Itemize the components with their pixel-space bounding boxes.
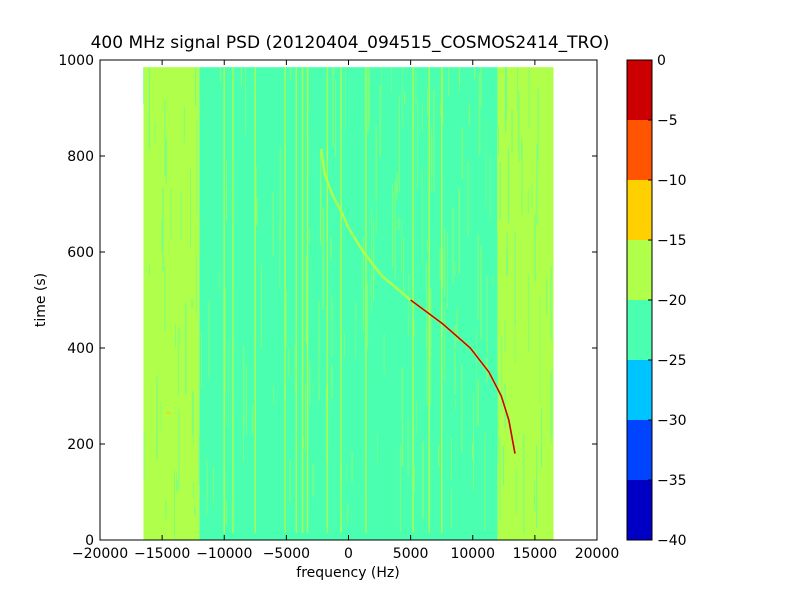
y-tick-label: 0 <box>85 533 94 549</box>
colorbar-band-0 <box>627 60 652 120</box>
colorbar-tick-label: −25 <box>657 353 687 369</box>
colorbar-band-1 <box>627 120 652 180</box>
y-tick-label: 1000 <box>58 53 94 69</box>
doppler-trace <box>410 299 516 454</box>
y-tick-label: 600 <box>67 245 94 261</box>
chart-title: 400 MHz signal PSD (20120404_094515_COSM… <box>91 33 610 53</box>
x-tick-label: 0 <box>344 546 353 562</box>
y-tick-label: 200 <box>67 437 94 453</box>
x-tick-label: −5000 <box>263 546 310 562</box>
x-tick-label: −20000 <box>72 546 128 562</box>
colorbar-tick-label: −40 <box>657 533 687 549</box>
colorbar-band-6 <box>627 420 652 480</box>
colorbar-band-4 <box>627 300 652 360</box>
colorbar-band-2 <box>627 180 652 240</box>
x-tick-label: −15000 <box>134 546 190 562</box>
colorbar-band-3 <box>627 240 652 300</box>
colorbar-tick-label: −15 <box>657 233 687 249</box>
colorbar-tick-label: −35 <box>657 473 687 489</box>
heatmap-band-1 <box>199 67 498 540</box>
x-tick-label: 20000 <box>575 546 620 562</box>
x-tick-label: 10000 <box>450 546 495 562</box>
y-tick-label: 800 <box>67 149 94 165</box>
vertical-lines <box>223 67 443 533</box>
colorbar-band-7 <box>627 480 652 540</box>
x-tick-label: −10000 <box>196 546 252 562</box>
y-tick-label: 400 <box>67 341 94 357</box>
heatmap-band-0 <box>143 67 200 540</box>
colorbar-tick-label: −10 <box>657 173 687 189</box>
x-axis-label: frequency (Hz) <box>296 565 399 581</box>
colorbar-tick-label: −5 <box>657 113 678 129</box>
heatmap-texture <box>143 67 553 540</box>
x-axis: −20000 −15000 −10000 −5000 0 5000 10000 15000 20… <box>72 60 619 562</box>
colorbar: 0 −5 −10 −15 −20 −25 −30 −35 −40 <box>626 53 687 549</box>
y-axis-label: time (s) <box>33 273 49 327</box>
colorbar-band-5 <box>627 360 652 420</box>
colorbar-tick-label: 0 <box>657 53 666 69</box>
x-tick-label: 15000 <box>513 546 558 562</box>
x-tick-label: 5000 <box>393 546 429 562</box>
colorbar-tick-label: −20 <box>657 293 687 309</box>
y-axis: 0 200 400 600 800 1000 <box>58 53 597 549</box>
colorbar-tick-label: −30 <box>657 413 687 429</box>
heatmap-band-2 <box>497 67 554 540</box>
plot-area <box>99 59 598 541</box>
heatmap-bands <box>143 67 554 540</box>
